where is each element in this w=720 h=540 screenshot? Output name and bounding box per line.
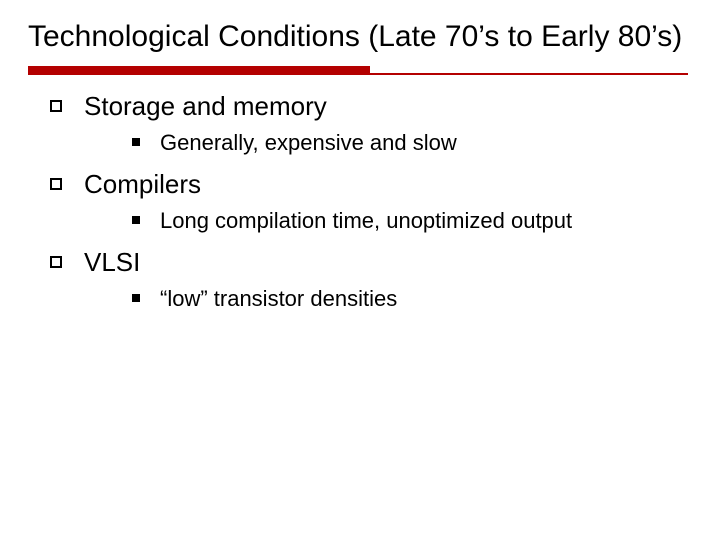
filled-square-icon — [132, 294, 140, 302]
filled-square-icon — [132, 138, 140, 146]
filled-square-icon — [132, 216, 140, 224]
list-subitem-label: Long compilation time, unoptimized outpu… — [160, 206, 572, 236]
slide-body: Storage and memory Generally, expensive … — [28, 90, 692, 315]
list-item: Compilers — [50, 168, 692, 201]
list-item-label: Compilers — [84, 168, 201, 201]
hollow-square-icon — [50, 256, 62, 268]
list-item-label: VLSI — [84, 246, 140, 279]
rule-thick — [28, 66, 370, 73]
list-subitem: Generally, expensive and slow — [132, 128, 692, 158]
slide-title: Technological Conditions (Late 70’s to E… — [28, 18, 692, 56]
list-item: VLSI — [50, 246, 692, 279]
list-item-label: Storage and memory — [84, 90, 327, 123]
list-subitem-label: “low” transistor densities — [160, 284, 397, 314]
list-subitem: “low” transistor densities — [132, 284, 692, 314]
list-item: Storage and memory — [50, 90, 692, 123]
rule-thin — [28, 73, 688, 75]
list-subitem: Long compilation time, unoptimized outpu… — [132, 206, 692, 236]
title-underline — [28, 66, 692, 76]
slide: Technological Conditions (Late 70’s to E… — [0, 0, 720, 540]
hollow-square-icon — [50, 178, 62, 190]
list-subitem-label: Generally, expensive and slow — [160, 128, 457, 158]
hollow-square-icon — [50, 100, 62, 112]
